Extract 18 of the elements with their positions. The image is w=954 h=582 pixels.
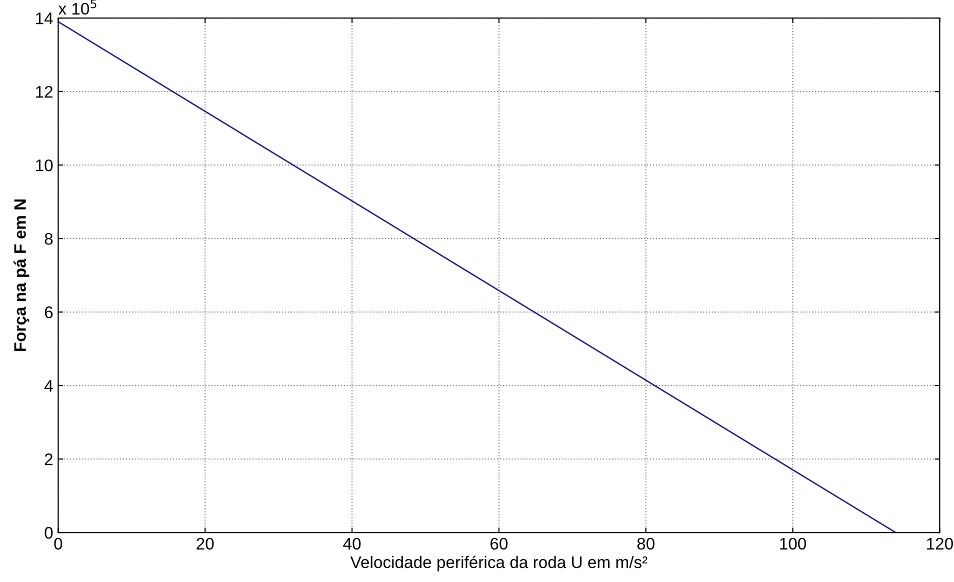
y-tick-label: 8 xyxy=(44,232,53,245)
y-axis-title: Força na pá F em N xyxy=(14,200,30,352)
x-tick-label: 20 xyxy=(196,538,214,550)
x-tick-label: 60 xyxy=(490,538,508,550)
x-tick-label: 120 xyxy=(927,538,953,550)
y-tick-label: 0 xyxy=(44,526,53,539)
x-tick-label: 40 xyxy=(343,538,361,550)
y-tick-label: 10 xyxy=(36,159,53,172)
x-axis-title: Velocidade periférica da roda U em m/s² xyxy=(350,556,648,572)
y-tick-label: 12 xyxy=(36,86,52,98)
y-tick-label: 14 xyxy=(36,12,53,24)
y-tick-label: 2 xyxy=(44,453,52,466)
text: x 10$^{5}$ xyxy=(58,0,96,15)
x-tick-label: 0 xyxy=(54,538,62,550)
x-tick-label: 80 xyxy=(637,538,654,550)
y-tick-label: 6 xyxy=(44,306,53,318)
y-tick-label: 4 xyxy=(44,380,53,392)
x-tick-label: 100 xyxy=(780,538,806,550)
